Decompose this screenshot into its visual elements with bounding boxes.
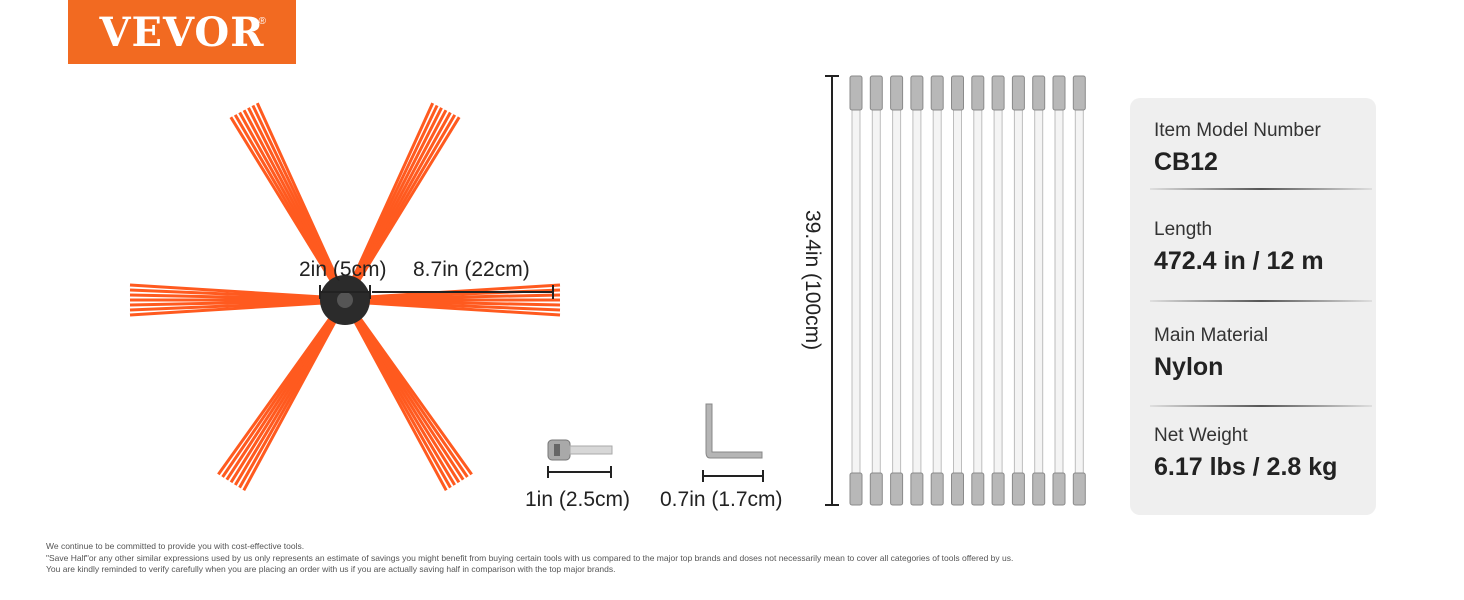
- wrench-dimension-line: [702, 470, 764, 482]
- hub-dimension-label: 2in (5cm): [299, 258, 387, 281]
- bristle: [238, 318, 337, 489]
- bristle: [353, 318, 452, 489]
- spec-weight: Net Weight 6.17 lbs / 2.8 kg: [1154, 425, 1337, 482]
- bristle: [129, 288, 324, 300]
- brand-name: VEVOR: [99, 8, 265, 56]
- rod: [951, 75, 964, 506]
- spec-divider: [1150, 405, 1372, 407]
- bristle: [255, 102, 339, 280]
- bristle-dimension-line: [372, 285, 554, 299]
- rod: [890, 75, 904, 506]
- adapter-part: [547, 439, 613, 461]
- brand-logo: VEVOR ®: [68, 0, 296, 64]
- bristle: [221, 316, 333, 478]
- bristle: [229, 116, 334, 283]
- disclaimer-line: "Save Half"or any other similar expressi…: [46, 552, 1014, 563]
- spec-label: Length: [1154, 219, 1213, 240]
- bristle: [354, 111, 452, 282]
- bristle: [129, 299, 324, 307]
- rod-dimension-label: 39.4in (100cm): [801, 210, 824, 351]
- bristle: [355, 114, 457, 283]
- rod-dimension-line: [825, 75, 839, 506]
- bristle: [357, 316, 469, 478]
- rod: [971, 75, 985, 506]
- bristle: [129, 300, 324, 312]
- bristle: [354, 109, 448, 282]
- bristle: [233, 114, 335, 283]
- bristle: [242, 319, 338, 491]
- adapter-dimension-label: 1in (2.5cm): [525, 488, 631, 511]
- bristle: [352, 104, 439, 281]
- bristle: [129, 283, 324, 299]
- bristle: [129, 293, 324, 301]
- spec-value: 6.17 lbs / 2.8 kg: [1154, 453, 1338, 481]
- disclaimer: We continue to be committed to provide y…: [46, 541, 1013, 576]
- bristle: [238, 111, 336, 282]
- brush-hub-thread: [337, 292, 353, 308]
- bristle-dimension-label: 8.7in (22cm): [413, 258, 530, 281]
- rod: [1072, 75, 1086, 506]
- rods-group: [849, 75, 1086, 506]
- spec-model: Item Model Number CB12: [1154, 120, 1321, 177]
- spec-divider: [1150, 300, 1372, 302]
- brush-bristles: [129, 102, 561, 491]
- spec-value: 472.4 in / 12 m: [1154, 247, 1324, 275]
- bristle: [355, 317, 461, 484]
- disclaimer-line: You are kindly reminded to verify carefu…: [46, 564, 616, 574]
- bristle: [129, 301, 324, 317]
- rod: [991, 75, 1005, 506]
- bristle: [251, 104, 338, 281]
- bristle: [352, 319, 448, 491]
- disclaimer-line: We continue to be committed to provide y…: [46, 541, 305, 551]
- bristle: [217, 316, 333, 476]
- bristle: [353, 107, 443, 281]
- spec-card: Item Model Number CB12 Length 472.4 in /…: [1130, 98, 1376, 515]
- rod: [930, 75, 944, 506]
- bristle: [366, 299, 561, 307]
- bristle: [366, 301, 561, 317]
- hub-dimension-line: [319, 285, 371, 299]
- rod: [910, 75, 924, 506]
- bristle: [351, 102, 435, 280]
- bristle: [225, 317, 334, 481]
- spec-label: Item Model Number: [1154, 120, 1321, 141]
- rod: [1052, 75, 1066, 506]
- bristle: [357, 316, 473, 476]
- rod: [849, 75, 863, 506]
- bristle: [247, 107, 337, 281]
- bristle: [242, 109, 336, 282]
- spec-material: Main Material Nylon: [1154, 325, 1268, 382]
- wrench-dimension-label: 0.7in (1.7cm): [660, 488, 783, 511]
- bristle: [234, 318, 336, 486]
- adapter-dimension-line: [547, 466, 612, 478]
- spec-divider: [1150, 188, 1372, 190]
- bristle: [366, 300, 561, 312]
- bristle: [356, 317, 465, 481]
- registered-mark: ®: [258, 16, 266, 27]
- spec-value: Nylon: [1154, 353, 1224, 381]
- rod: [869, 75, 883, 506]
- rod: [1032, 75, 1046, 506]
- spec-value: CB12: [1154, 148, 1218, 176]
- hex-wrench: [705, 403, 763, 459]
- spec-label: Main Material: [1154, 325, 1269, 346]
- rod: [1011, 75, 1025, 506]
- bristle: [356, 116, 461, 283]
- bristle: [354, 318, 456, 486]
- bristle: [366, 293, 561, 301]
- spec-label: Net Weight: [1154, 425, 1248, 446]
- bristle: [229, 317, 335, 484]
- spec-length: Length 472.4 in / 12 m: [1154, 219, 1324, 276]
